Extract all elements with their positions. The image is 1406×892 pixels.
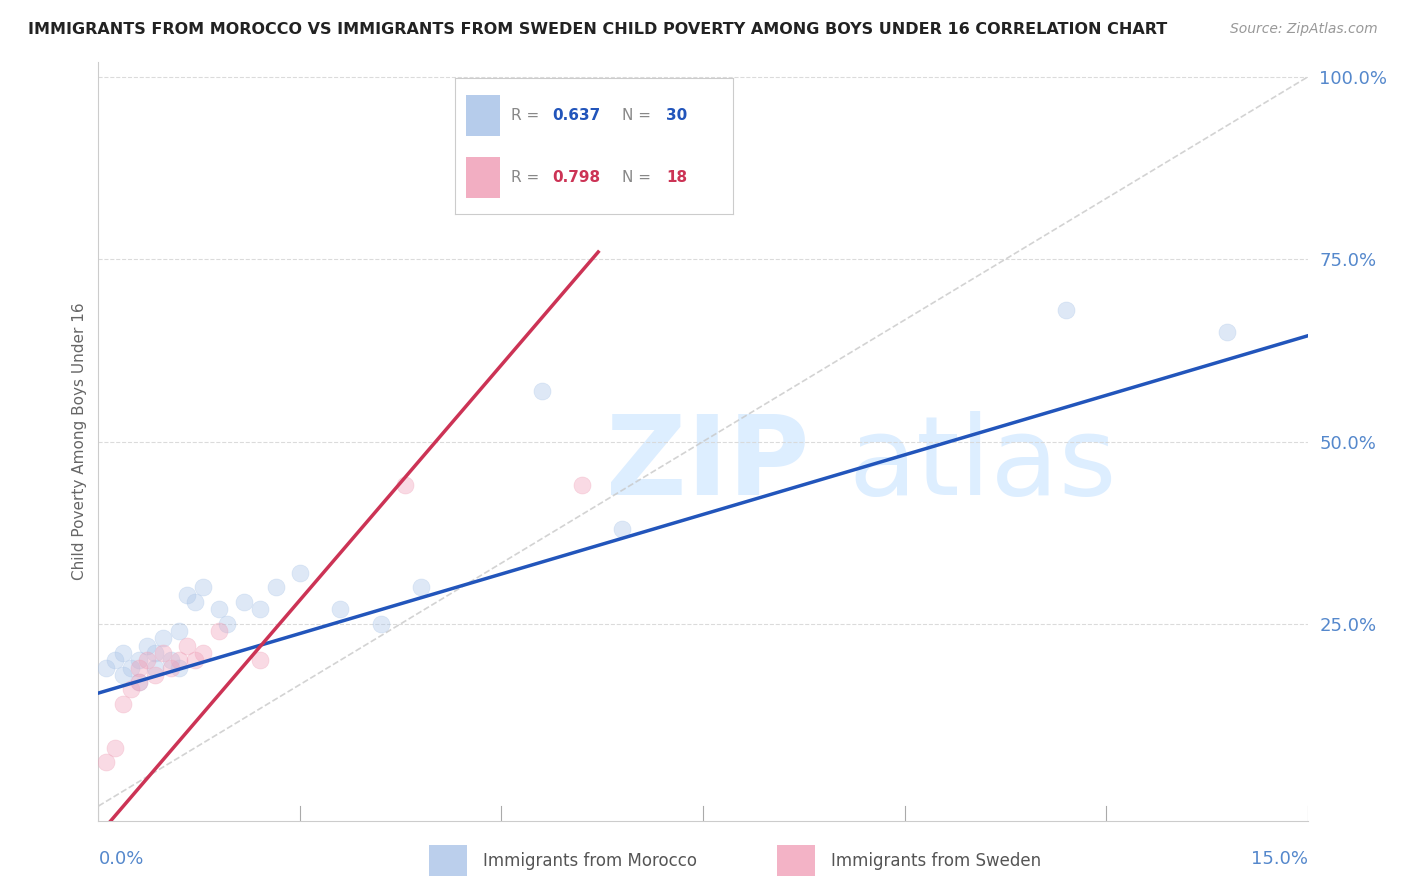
Point (143, 646, 166, 660)
Point (103, 740, 125, 755)
Text: Immigrants from Sweden: Immigrants from Sweden (831, 852, 1040, 870)
Y-axis label: Child Poverty Among Boys Under 16: Child Poverty Among Boys Under 16 (72, 302, 87, 581)
Point (176, 639, 198, 653)
Point (612, 522, 634, 536)
Point (135, 653, 157, 667)
Point (530, 384, 553, 398)
Point (111, 646, 134, 660)
Bar (778, 846, 815, 876)
Point (96, 756, 118, 770)
Point (288, 566, 311, 580)
Point (193, 646, 215, 660)
Point (193, 580, 215, 594)
Point (160, 653, 183, 667)
Point (96, 660, 118, 674)
Bar (429, 846, 467, 876)
Point (208, 602, 231, 616)
Point (128, 675, 150, 690)
Point (208, 624, 231, 639)
Point (184, 653, 207, 667)
Point (249, 653, 271, 667)
Point (111, 697, 134, 711)
Text: atlas: atlas (848, 411, 1116, 517)
Point (167, 653, 190, 667)
Point (152, 632, 174, 646)
Point (167, 660, 190, 674)
Point (128, 653, 150, 667)
Point (264, 580, 287, 594)
Point (217, 616, 239, 631)
Text: IMMIGRANTS FROM MOROCCO VS IMMIGRANTS FROM SWEDEN CHILD POVERTY AMONG BOYS UNDER: IMMIGRANTS FROM MOROCCO VS IMMIGRANTS FR… (28, 22, 1167, 37)
Point (232, 595, 254, 609)
Point (1054, 303, 1077, 318)
Point (135, 639, 157, 653)
Point (103, 653, 125, 667)
Point (143, 660, 166, 674)
Point (167, 624, 190, 639)
Point (184, 595, 207, 609)
Text: Immigrants from Morocco: Immigrants from Morocco (484, 852, 697, 870)
Point (571, 478, 593, 492)
Point (128, 675, 150, 690)
Point (111, 668, 134, 682)
Text: ZIP: ZIP (606, 411, 810, 517)
Point (176, 588, 198, 602)
Point (120, 682, 142, 697)
Point (128, 660, 150, 674)
Point (409, 580, 432, 594)
Text: 0.0%: 0.0% (98, 850, 143, 868)
Point (120, 660, 142, 674)
Text: Source: ZipAtlas.com: Source: ZipAtlas.com (1230, 22, 1378, 37)
Point (152, 646, 174, 660)
Point (370, 616, 392, 631)
Text: 15.0%: 15.0% (1250, 850, 1308, 868)
Point (329, 602, 352, 616)
Point (394, 478, 416, 492)
Point (160, 660, 183, 674)
Point (1216, 325, 1239, 339)
Point (143, 668, 166, 682)
Point (249, 602, 271, 616)
